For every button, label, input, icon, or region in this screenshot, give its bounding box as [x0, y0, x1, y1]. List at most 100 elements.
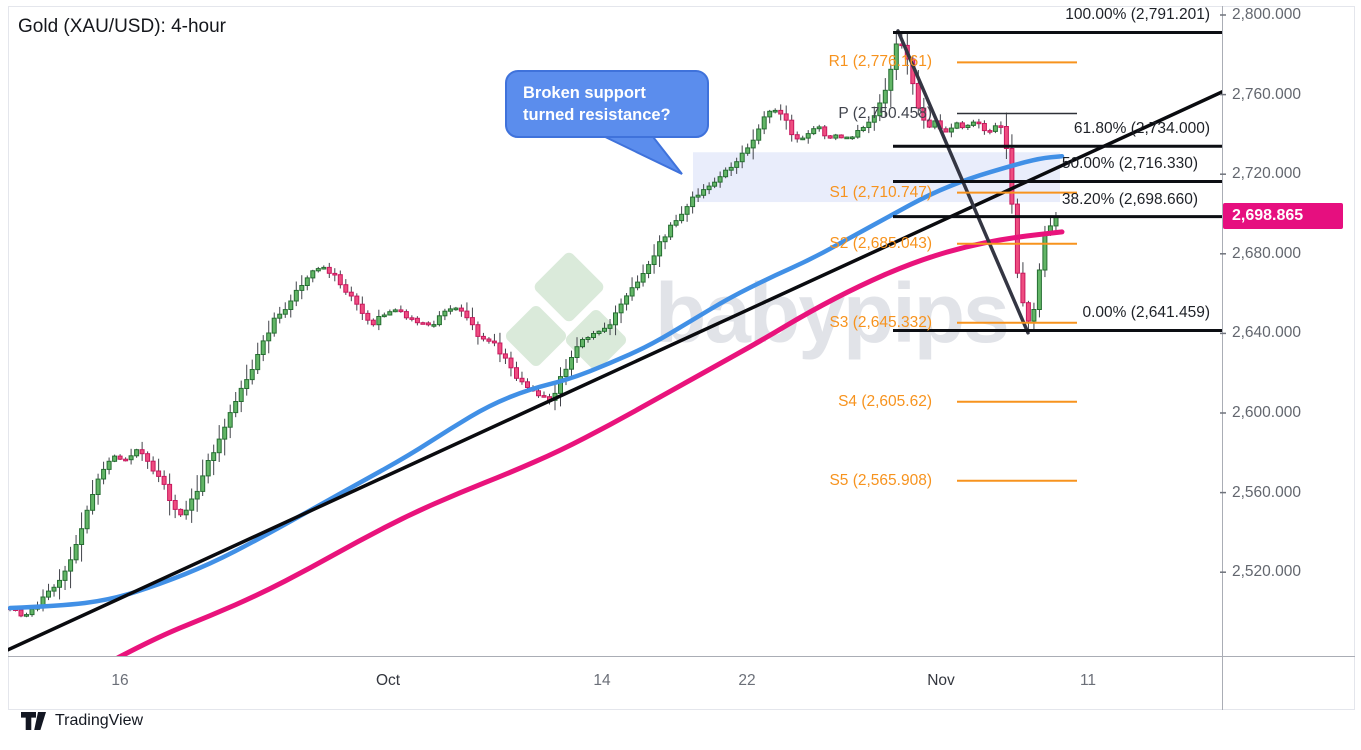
candle-body-up	[46, 590, 51, 598]
candle-body-up	[321, 266, 327, 270]
candle	[635, 275, 641, 291]
candle-body-down	[156, 470, 162, 477]
candle	[359, 296, 365, 320]
candle	[304, 275, 310, 291]
candle-body-up	[954, 122, 960, 129]
candle-body-down	[18, 609, 24, 617]
candle	[387, 309, 393, 316]
candle	[981, 120, 987, 135]
candle-body-down	[480, 335, 486, 340]
candle-body-up	[734, 161, 740, 168]
candle-body-up	[24, 614, 29, 617]
candle	[816, 124, 822, 132]
candle	[172, 494, 178, 519]
ma-fast-line[interactable]	[8, 153, 1065, 611]
candle-body-down	[486, 338, 492, 342]
candle	[502, 348, 508, 364]
callout-annotation[interactable]: Broken support turned resistance?	[505, 70, 709, 138]
candle-body-down	[783, 113, 789, 121]
candle-body-up	[855, 130, 861, 138]
candle-body-down	[178, 508, 184, 516]
candle-body-down	[778, 109, 784, 115]
candle	[866, 118, 872, 134]
trendline-rising-support[interactable]	[8, 90, 1225, 652]
candle-body-up	[381, 314, 387, 318]
candle	[541, 391, 547, 398]
candle-body-up	[304, 277, 310, 286]
candle	[1025, 300, 1031, 330]
candle	[238, 380, 244, 413]
candle-body-up	[183, 509, 189, 516]
candle	[1053, 212, 1059, 232]
tradingview-attribution[interactable]: TradingView	[20, 711, 143, 731]
candle	[447, 305, 453, 315]
price-axis-border	[1222, 6, 1223, 710]
candle	[458, 304, 464, 317]
candle	[343, 279, 349, 295]
candle-body-up	[695, 194, 701, 198]
candle	[558, 367, 563, 407]
candle-body-down	[497, 342, 503, 355]
candle	[106, 457, 112, 475]
candle-body-up	[260, 340, 266, 355]
candle	[337, 270, 343, 289]
candle-body-up	[585, 337, 591, 340]
candle-body-down	[789, 119, 795, 136]
candle	[761, 111, 767, 135]
candle	[712, 177, 718, 189]
candle-body-down	[354, 295, 360, 305]
candle-body-down	[409, 317, 415, 320]
candle	[491, 333, 497, 347]
candle	[651, 244, 657, 274]
candle-body-up	[712, 181, 718, 187]
candle-body-up	[101, 468, 107, 480]
candle	[629, 277, 635, 301]
candle	[293, 281, 299, 307]
candle-body-down	[150, 460, 156, 472]
candle	[156, 458, 162, 483]
candle-body-up	[29, 608, 35, 616]
candle	[326, 262, 332, 278]
candle	[662, 234, 668, 250]
candle	[431, 320, 437, 328]
candle-body-up	[299, 285, 305, 291]
candle	[486, 337, 492, 344]
candle	[365, 310, 371, 325]
candle-body-up	[222, 426, 228, 440]
candle-body-up	[772, 109, 778, 113]
candle-body-down	[1009, 148, 1015, 205]
ma-slow-line[interactable]	[116, 229, 1065, 658]
candle-body-down	[398, 309, 404, 313]
candle-body-up	[277, 313, 283, 319]
candle-body-down	[981, 123, 987, 132]
candle	[409, 315, 415, 322]
candle	[888, 64, 894, 108]
candle	[640, 264, 646, 287]
candle	[260, 335, 266, 362]
candle	[117, 454, 123, 460]
candle	[381, 312, 387, 318]
candle-body-up	[238, 387, 244, 402]
candle-body-up	[668, 224, 674, 238]
candle	[739, 145, 745, 169]
candle-body-up	[723, 169, 729, 178]
candle	[690, 191, 696, 214]
candle	[602, 322, 607, 333]
candle	[811, 126, 817, 136]
candle-body-up	[871, 115, 877, 123]
candle	[849, 136, 855, 140]
candle	[453, 306, 459, 311]
candle	[657, 235, 663, 267]
candle	[965, 124, 971, 130]
candle	[684, 203, 690, 222]
candle-body-up	[249, 369, 255, 381]
candle-body-down	[502, 353, 508, 359]
candle-body-down	[326, 266, 332, 274]
candle	[998, 121, 1004, 135]
candle-body-up	[233, 401, 239, 414]
broken-support-zone[interactable]	[693, 152, 1060, 203]
candle-body-down	[469, 317, 475, 326]
candle-body-down	[172, 500, 178, 510]
plot-area[interactable]	[8, 29, 1225, 658]
